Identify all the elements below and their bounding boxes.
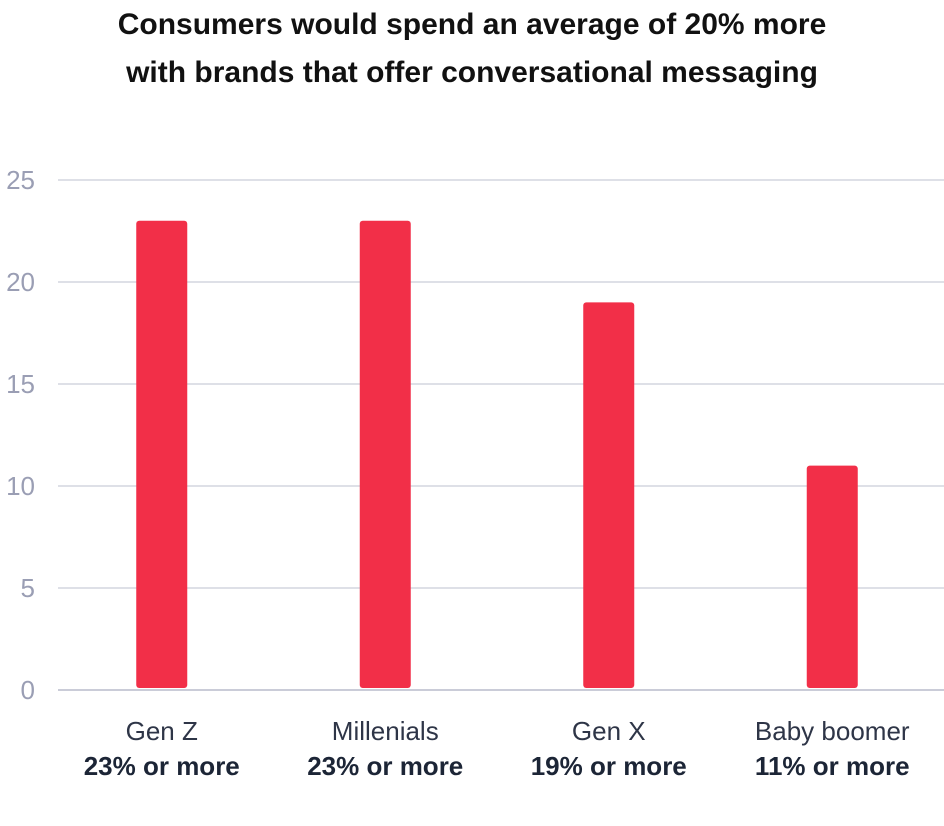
x-tick-label: Gen X — [572, 716, 646, 746]
y-tick-label: 20 — [6, 267, 35, 297]
value-label: 11% or more — [755, 751, 910, 781]
value-label: 23% or more — [84, 751, 240, 781]
x-tick-label: Baby boomer — [755, 716, 910, 746]
bar — [136, 220, 188, 689]
chart-title: with brands that offer conversational me… — [125, 56, 818, 89]
value-label: 19% or more — [531, 751, 687, 781]
y-tick-label: 0 — [21, 675, 35, 705]
bar — [583, 302, 635, 688]
y-tick-label: 10 — [6, 471, 35, 501]
y-tick-label: 25 — [6, 165, 35, 195]
y-tick-label: 15 — [6, 369, 35, 399]
value-label: 23% or more — [307, 751, 463, 781]
x-tick-label: Gen Z — [126, 716, 198, 746]
x-tick-label: Millenials — [332, 716, 439, 746]
bar — [359, 220, 411, 689]
chart-title: Consumers would spend an average of 20% … — [118, 8, 827, 41]
y-tick-label: 5 — [21, 573, 35, 603]
bar — [806, 465, 858, 688]
